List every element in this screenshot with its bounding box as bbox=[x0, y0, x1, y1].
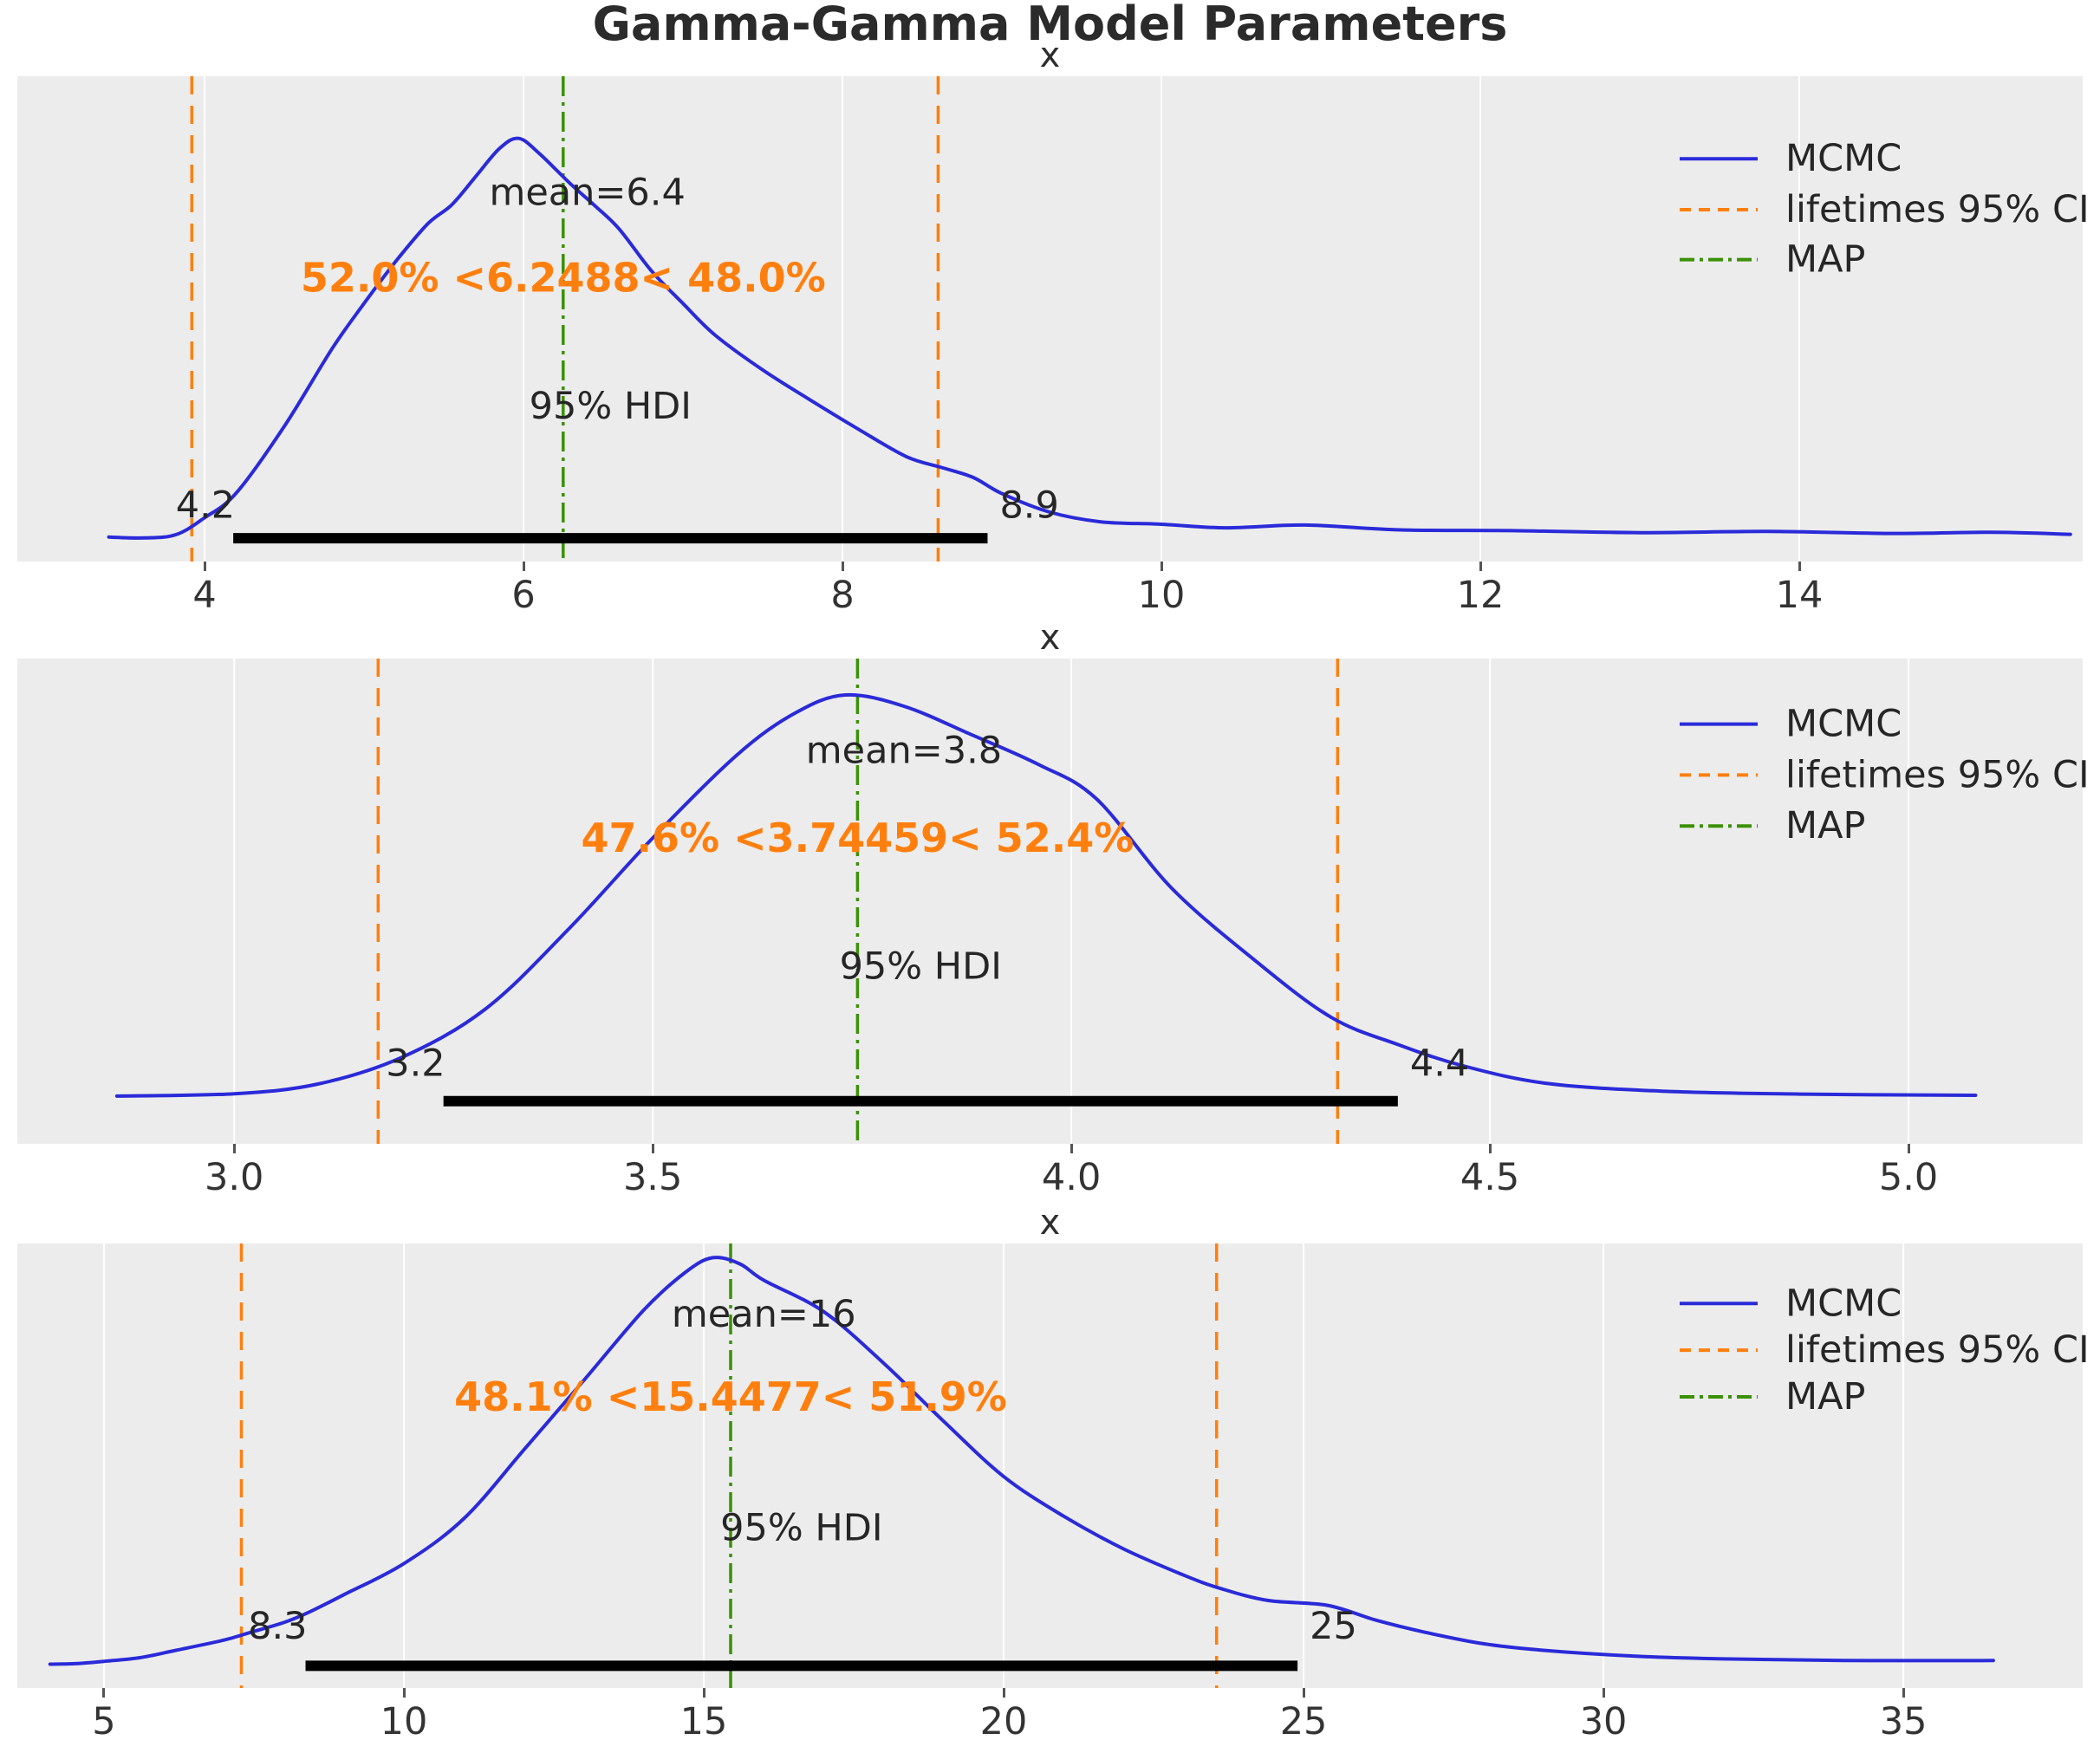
x-tick-mark bbox=[1002, 1688, 1005, 1698]
mean-annotation: mean=6.4 bbox=[489, 171, 685, 214]
x-tick-mark bbox=[232, 1144, 236, 1153]
x-tick-label: 10 bbox=[380, 1700, 428, 1743]
legend-label: MCMC bbox=[1785, 137, 1902, 180]
x-tick-label: 3.5 bbox=[622, 1156, 683, 1199]
ci-annotation: 52.0% <6.2488< 48.0% bbox=[301, 254, 826, 301]
x-tick-label: 6 bbox=[511, 574, 536, 617]
x-tick-mark bbox=[102, 1688, 106, 1698]
x-tick-label: 4.5 bbox=[1460, 1156, 1520, 1199]
subplot-title: x bbox=[1039, 36, 1061, 75]
x-tick-label: 15 bbox=[679, 1700, 728, 1743]
mcmc-kde-curve bbox=[107, 136, 2072, 540]
x-tick-label: 10 bbox=[1137, 574, 1186, 617]
legend-label: MCMC bbox=[1785, 1282, 1902, 1325]
x-tick-mark bbox=[1907, 1144, 1910, 1153]
hdi-upper-label: 8.9 bbox=[999, 484, 1058, 528]
x-tick-mark bbox=[203, 562, 206, 571]
legend-label: lifetimes 95% CI bbox=[1785, 188, 2090, 231]
x-axis-2: 3.0 3.5 4.0 4.5 5.0 bbox=[0, 1144, 2100, 1199]
mean-annotation: mean=16 bbox=[672, 1293, 856, 1336]
mean-annotation: mean=3.8 bbox=[806, 729, 1002, 772]
kde-plot-2: mean=3.8 47.6% <3.74459< 52.4% 95% HDI 3.2 4… bbox=[17, 659, 2090, 1144]
subplot-title: x bbox=[1039, 1203, 1061, 1243]
legend-label: MAP bbox=[1785, 804, 1865, 847]
x-tick-label: 20 bbox=[979, 1700, 1028, 1743]
x-tick-label: 4.0 bbox=[1041, 1156, 1102, 1199]
x-tick-mark bbox=[651, 1144, 654, 1153]
x-tick-mark bbox=[1798, 562, 1801, 571]
x-tick-label: 5.0 bbox=[1878, 1156, 1939, 1199]
x-tick-mark bbox=[702, 1688, 705, 1698]
ci-annotation: 48.1% <15.4477< 51.9% bbox=[454, 1373, 1007, 1420]
ci-annotation: 47.6% <3.74459< 52.4% bbox=[582, 815, 1135, 861]
legend-label: MAP bbox=[1785, 238, 1865, 282]
axes-background bbox=[17, 659, 2083, 1144]
x-tick-mark bbox=[1302, 1688, 1305, 1698]
x-tick-label: 14 bbox=[1775, 574, 1824, 617]
mcmc-kde-curve bbox=[114, 692, 1978, 1098]
hdi-annotation: 95% HDI bbox=[530, 385, 692, 428]
figure-title: Gamma-Gamma Model Parameters bbox=[592, 0, 1508, 51]
hdi-upper-label: 4.4 bbox=[1410, 1042, 1469, 1086]
axes-background bbox=[17, 1243, 2083, 1688]
x-tick-label: 30 bbox=[1579, 1700, 1628, 1743]
hdi-lower-label: 8.3 bbox=[248, 1605, 307, 1648]
x-tick-label: 25 bbox=[1279, 1700, 1328, 1743]
x-tick-label: 35 bbox=[1879, 1700, 1928, 1743]
x-tick-mark bbox=[1488, 1144, 1492, 1153]
panel-1: x mean=6.4 52.0% <6.2488< 48.0% 95% HDI 4.2 8… bbox=[0, 36, 2100, 617]
legend-label: MAP bbox=[1785, 1375, 1865, 1419]
hdi-annotation: 95% HDI bbox=[720, 1506, 882, 1549]
x-tick-label: 4 bbox=[192, 574, 217, 617]
legend-label: MCMC bbox=[1785, 703, 1902, 746]
x-tick-label: 3.0 bbox=[204, 1156, 264, 1199]
legend-label: lifetimes 95% CI bbox=[1785, 1328, 2090, 1372]
subplot-title: x bbox=[1039, 618, 1061, 658]
panel-2: x mean=3.8 47.6% <3.74459< 52.4% 95% HDI 3.2… bbox=[0, 617, 2100, 1199]
hdi-lower-label: 3.2 bbox=[386, 1042, 445, 1086]
kde-plot-3: mean=16 48.1% <15.4477< 51.9% 95% HDI 8.3 25… bbox=[17, 1243, 2090, 1688]
x-tick-mark bbox=[522, 562, 525, 571]
x-axis-3: 5 10 15 20 25 30 35 bbox=[0, 1688, 2100, 1753]
x-tick-mark bbox=[1160, 562, 1163, 571]
hdi-annotation: 95% HDI bbox=[840, 945, 1002, 989]
legend-label: lifetimes 95% CI bbox=[1785, 753, 2090, 796]
hdi-upper-label: 25 bbox=[1310, 1605, 1357, 1648]
x-axis-1: 4 6 8 10 12 14 bbox=[0, 562, 2100, 617]
kde-plot-1: mean=6.4 52.0% <6.2488< 48.0% 95% HDI 4.2 8.… bbox=[17, 76, 2090, 562]
x-tick-label: 12 bbox=[1456, 574, 1505, 617]
x-tick-mark bbox=[1070, 1144, 1073, 1153]
panels-container: x mean=6.4 52.0% <6.2488< 48.0% 95% HDI 4.2 8… bbox=[0, 36, 2100, 1753]
hdi-lower-label: 4.2 bbox=[176, 484, 235, 528]
mcmc-kde-curve bbox=[48, 1256, 1995, 1666]
x-tick-mark bbox=[1479, 562, 1482, 571]
x-tick-mark bbox=[841, 562, 844, 571]
x-tick-label: 8 bbox=[830, 574, 855, 617]
x-tick-mark bbox=[1602, 1688, 1605, 1698]
x-tick-label: 5 bbox=[92, 1700, 116, 1743]
panel-3: x mean=16 48.1% <15.4477< 51.9% 95% HDI 8.3 2… bbox=[0, 1196, 2100, 1753]
x-tick-mark bbox=[1902, 1688, 1905, 1698]
x-tick-mark bbox=[402, 1688, 406, 1698]
